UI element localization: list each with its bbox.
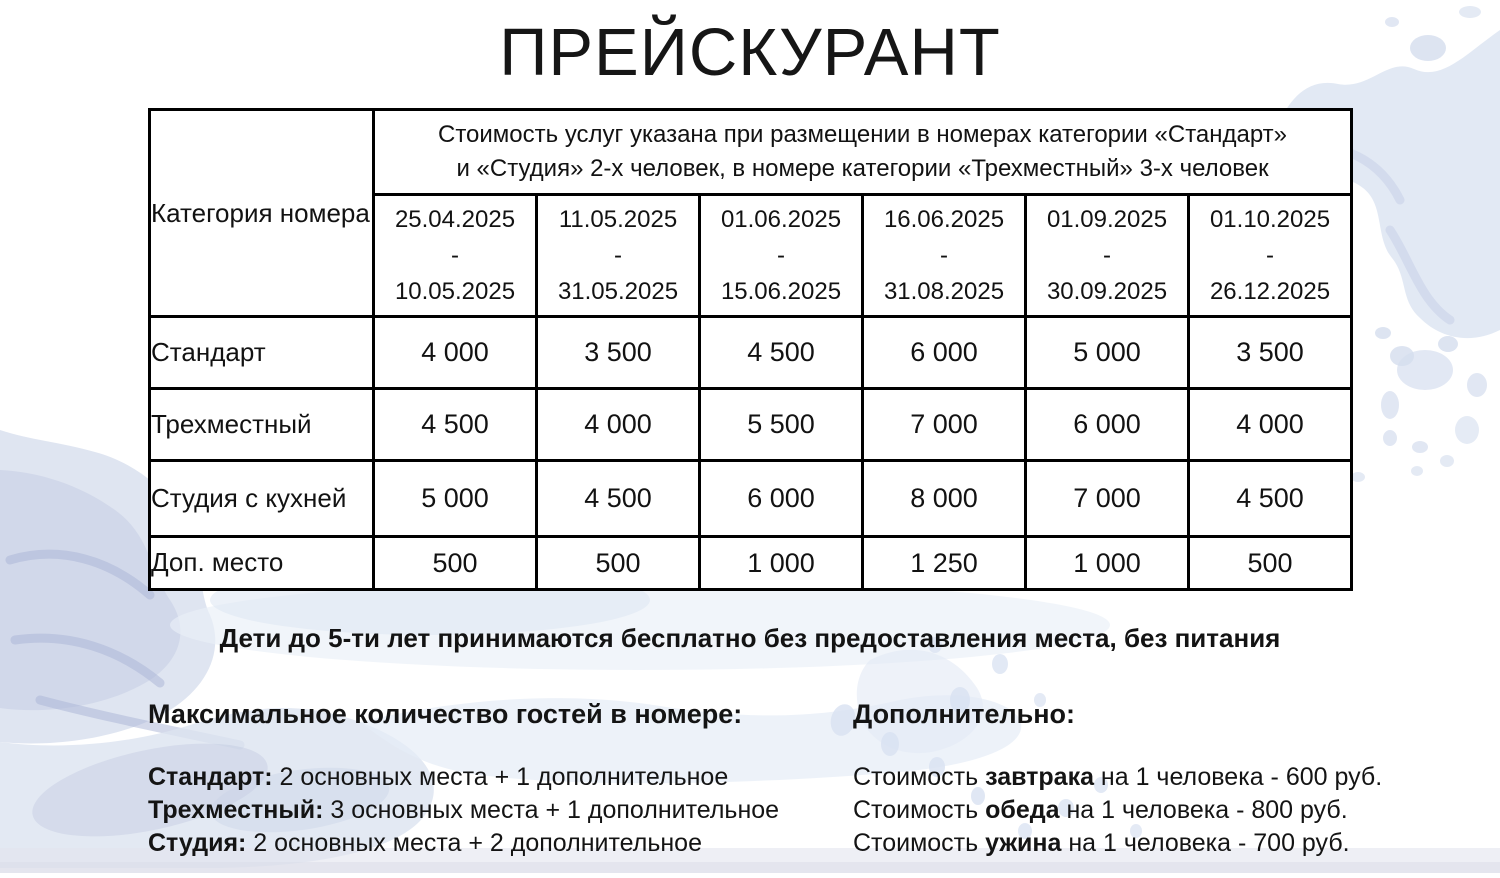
period-start: 01.09.2025 <box>1046 205 1168 233</box>
list-item: Стандарт: 2 основных места + 1 дополните… <box>148 761 779 794</box>
room-type-label: Трехместный: <box>148 796 324 824</box>
period-end: 26.12.2025 <box>1209 277 1331 305</box>
price-cell: 500 <box>372 535 538 591</box>
meal-price-text: на 1 человека - 800 руб. <box>1059 796 1348 824</box>
table-row: Доп. место 500 500 1 000 1 250 1 000 500 <box>148 535 1354 591</box>
row-category: Студия с кухней <box>148 459 375 538</box>
row-category: Доп. место <box>148 535 375 591</box>
period-separator: - <box>1103 241 1111 269</box>
price-cell: 4 500 <box>1186 459 1354 538</box>
extras-section: Дополнительно: Стоимость завтрака на 1 ч… <box>853 697 1382 860</box>
meal-name: обеда <box>985 796 1060 824</box>
extras-heading: Дополнительно: <box>853 699 1076 729</box>
list-item: Стоимость завтрака на 1 человека - 600 р… <box>853 761 1382 794</box>
list-item: Стоимость ужина на 1 человека - 700 руб. <box>853 827 1382 860</box>
period-separator: - <box>451 241 459 269</box>
meal-price-text: на 1 человека - 700 руб. <box>1061 829 1350 857</box>
period-start: 16.06.2025 <box>883 205 1005 233</box>
service-note-header: Стоимость услуг указана при размещении в… <box>371 108 1354 196</box>
period-end: 31.08.2025 <box>883 277 1005 305</box>
room-type-label: Студия: <box>148 829 247 857</box>
period-header-2: 11.05.2025 - 31.05.2025 <box>535 193 701 318</box>
price-cell: 4 000 <box>372 315 538 390</box>
price-cell: 500 <box>1186 535 1354 591</box>
price-cell: 7 000 <box>861 387 1027 462</box>
period-header-6: 01.10.2025 - 26.12.2025 <box>1186 193 1354 318</box>
price-cell: 6 000 <box>1024 387 1190 462</box>
period-separator: - <box>614 241 622 269</box>
price-cell: 4 000 <box>1186 387 1354 462</box>
period-start: 25.04.2025 <box>394 205 516 233</box>
period-header-3: 01.06.2025 - 15.06.2025 <box>698 193 864 318</box>
price-cell: 5 000 <box>372 459 538 538</box>
period-start: 11.05.2025 <box>558 205 678 233</box>
list-item: Стоимость обеда на 1 человека - 800 руб. <box>853 794 1382 827</box>
row-category: Стандарт <box>148 315 375 390</box>
max-guests-heading: Максимальное количество гостей в номере: <box>148 699 743 729</box>
table-row: Стандарт 4 000 3 500 4 500 6 000 5 000 3… <box>148 315 1354 390</box>
meal-prefix: Стоимость <box>853 829 986 857</box>
price-table: Категория номера Стоимость услуг указана… <box>148 108 1354 591</box>
price-cell: 3 500 <box>535 315 701 390</box>
room-type-text: 2 основных места + 2 дополнительное <box>246 829 702 857</box>
period-separator: - <box>1266 241 1275 269</box>
meal-price-text: на 1 человека - 600 руб. <box>1093 763 1383 791</box>
period-separator: - <box>940 241 948 269</box>
price-cell: 4 500 <box>698 315 864 390</box>
table-row: Трехместный 4 500 4 000 5 500 7 000 6 00… <box>148 387 1354 462</box>
price-cell: 6 000 <box>861 315 1027 390</box>
price-cell: 1 000 <box>698 535 864 591</box>
period-header-4: 16.06.2025 - 31.08.2025 <box>861 193 1027 318</box>
price-cell: 4 500 <box>372 387 538 462</box>
meal-prefix: Стоимость <box>853 763 986 791</box>
period-start: 01.10.2025 <box>1209 205 1331 233</box>
room-type-text: 2 основных места + 1 дополнительное <box>272 763 729 791</box>
price-cell: 6 000 <box>698 459 864 538</box>
price-cell: 4 000 <box>535 387 701 462</box>
max-guests-section: Максимальное количество гостей в номере:… <box>148 697 779 860</box>
meal-name: завтрака <box>985 763 1094 791</box>
price-cell: 5 000 <box>1024 315 1190 390</box>
children-note: Дети до 5-ти лет принимаются бесплатно б… <box>219 623 1281 653</box>
period-end: 15.06.2025 <box>720 277 842 305</box>
table-row: Студия с кухней 5 000 4 500 6 000 8 000 … <box>148 459 1354 538</box>
period-header-1: 25.04.2025 - 10.05.2025 <box>372 193 538 318</box>
price-cell: 4 500 <box>535 459 701 538</box>
room-type-text: 3 основных места + 1 дополнительное <box>323 796 780 824</box>
page-title: ПРЕЙСКУРАНТ <box>499 15 1001 90</box>
period-end: 30.09.2025 <box>1046 277 1168 305</box>
table-header-row-periods: 25.04.2025 - 10.05.2025 11.05.2025 - 31.… <box>150 193 1354 318</box>
price-cell: 5 500 <box>698 387 864 462</box>
price-cell: 1 250 <box>861 535 1027 591</box>
price-cell: 1 000 <box>1024 535 1190 591</box>
category-column-header: Категория номера <box>148 108 375 318</box>
period-end: 31.05.2025 <box>557 277 679 305</box>
period-start: 01.06.2025 <box>720 205 842 233</box>
period-end: 10.05.2025 <box>394 277 516 305</box>
period-separator: - <box>777 241 785 269</box>
meal-prefix: Стоимость <box>853 796 986 824</box>
price-cell: 8 000 <box>861 459 1027 538</box>
price-cell: 500 <box>535 535 701 591</box>
price-cell: 3 500 <box>1186 315 1354 390</box>
room-type-label: Стандарт: <box>148 763 273 791</box>
meal-name: ужина <box>985 829 1062 857</box>
table-header-row-note: Категория номера Стоимость услуг указана… <box>148 108 1354 318</box>
row-category: Трехместный <box>148 387 375 462</box>
list-item: Трехместный: 3 основных места + 1 дополн… <box>148 794 779 827</box>
period-header-5: 01.09.2025 - 30.09.2025 <box>1024 193 1190 318</box>
price-cell: 7 000 <box>1024 459 1190 538</box>
list-item: Студия: 2 основных места + 2 дополнитель… <box>148 827 779 860</box>
